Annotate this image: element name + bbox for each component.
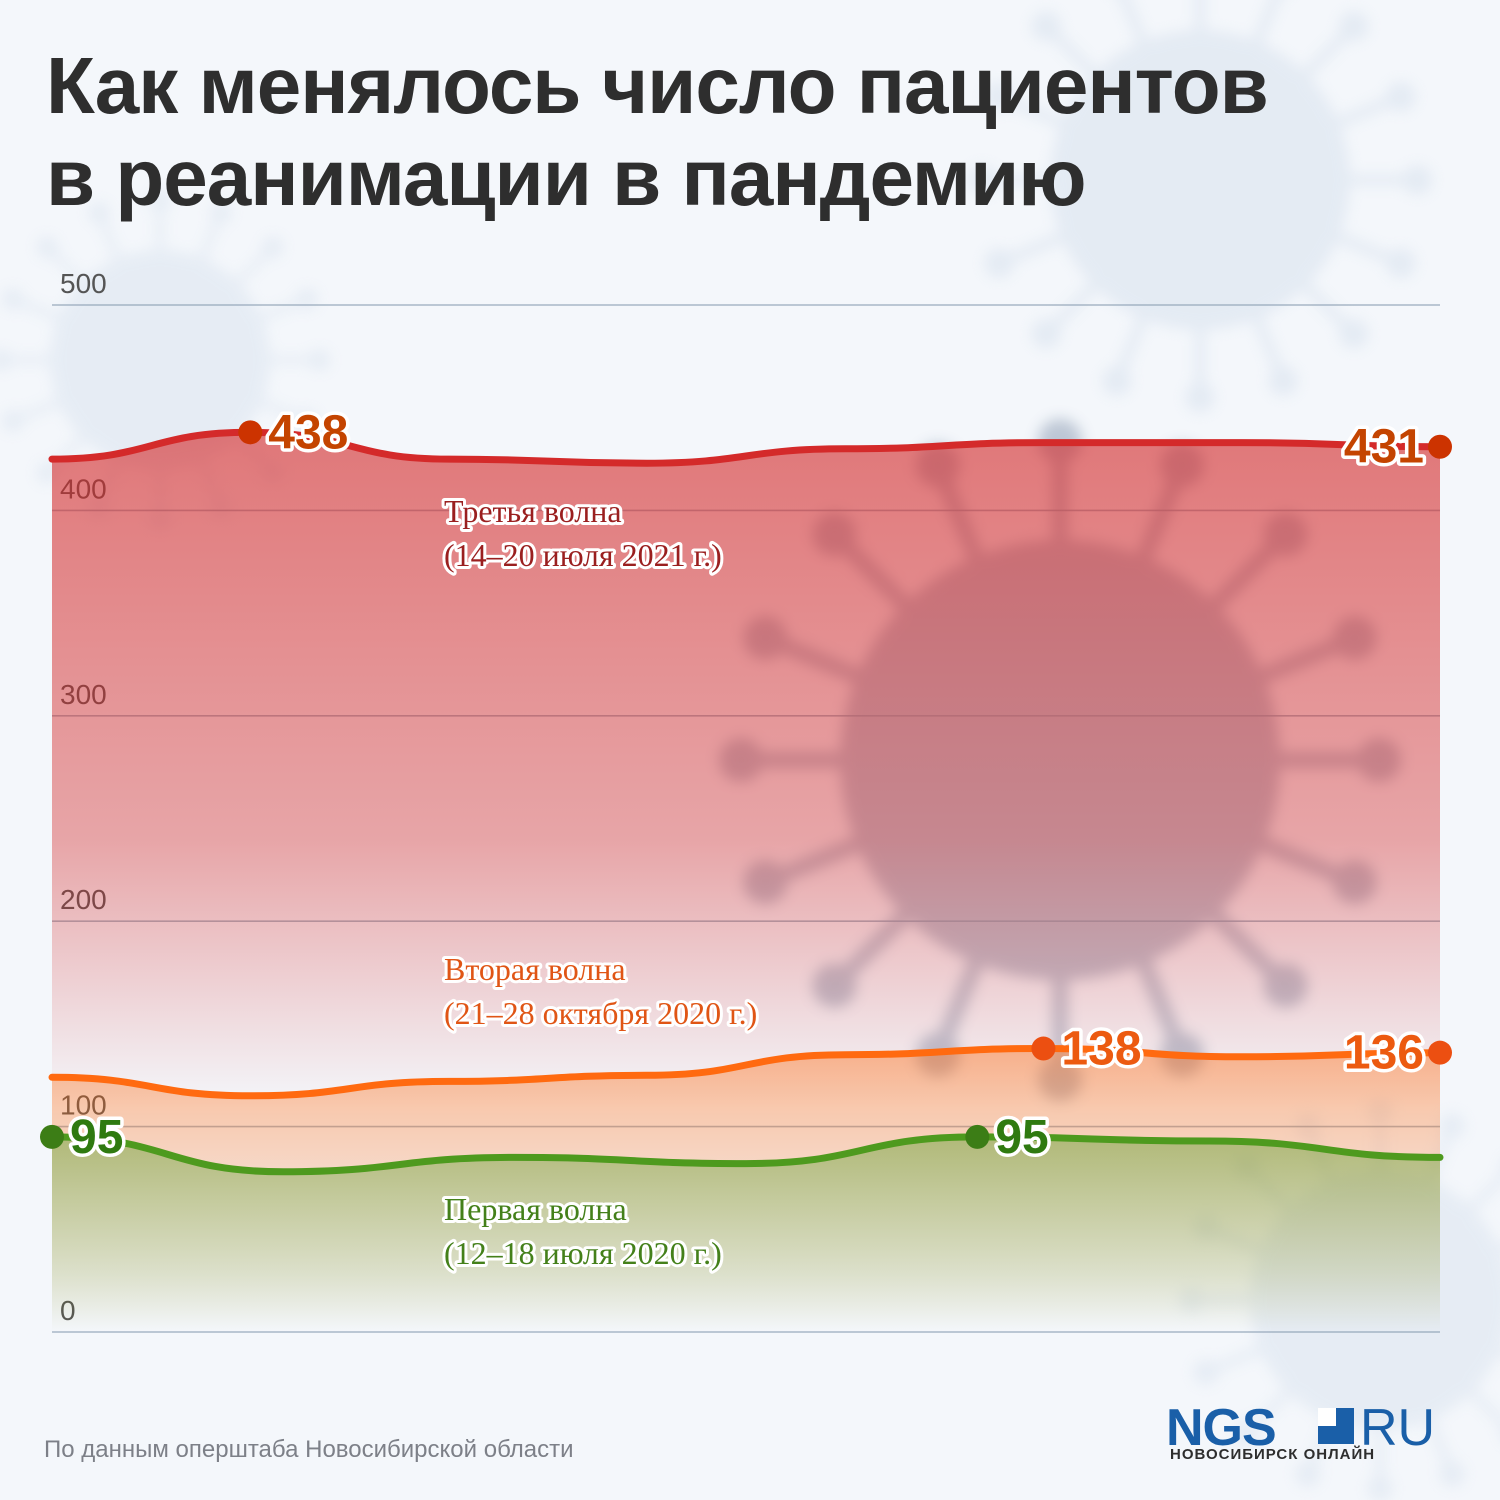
title-line-2: в реанимации в пандемию <box>46 133 1087 222</box>
data-label: 138 <box>1061 1023 1141 1076</box>
point-marker <box>1428 434 1452 459</box>
point-marker <box>1031 1036 1056 1061</box>
area-first <box>52 1136 1440 1332</box>
virus-shape-top <box>967 0 1433 413</box>
data-label: 431 <box>1344 421 1424 474</box>
logo-subtitle: НОВОСИБИРСК ОНЛАЙН <box>1170 1446 1376 1463</box>
point-marker <box>40 1124 64 1149</box>
point-marker <box>965 1124 990 1149</box>
series-label-first: Первая волна (12–18 июля 2020 г.) <box>441 1188 725 1274</box>
series-label-second: Вторая волна (21–28 октября 2020 г.) <box>441 948 760 1034</box>
series-label-title: Третья волна <box>444 493 622 529</box>
series-label-title: Первая волна <box>444 1191 627 1227</box>
y-tick-label: 500 <box>60 268 107 299</box>
page-title: Как менялось число пациентов в реанимаци… <box>46 40 1269 224</box>
data-label: 438 <box>268 406 348 459</box>
data-label: 95 <box>995 1111 1048 1164</box>
title-line-1: Как менялось число пациентов <box>46 41 1269 130</box>
source-note: По данным оперштаба Новосибирской област… <box>44 1436 574 1463</box>
ngs-logo: NGS RU НОВОСИБИРСК ОНЛАЙН <box>1166 1400 1446 1470</box>
series-line-third <box>48 428 1444 467</box>
series-label-title: Вторая волна <box>444 951 626 987</box>
series-line-first <box>48 1133 1444 1176</box>
point-marker <box>238 420 263 445</box>
data-label: 136 <box>1344 1027 1424 1080</box>
series-label-third: Третья волна (14–20 июля 2021 г.) <box>441 490 725 576</box>
data-label: 95 <box>70 1111 123 1164</box>
series-line-second <box>48 1044 1444 1100</box>
logo-main-text: NGS <box>1166 1399 1277 1457</box>
series-label-dates: (14–20 июля 2021 г.) <box>444 537 722 573</box>
logo-tld-text: RU <box>1360 1399 1436 1457</box>
logo-square-icon <box>1318 1408 1354 1444</box>
series-label-dates: (21–28 октября 2020 г.) <box>444 995 757 1031</box>
series-label-dates: (12–18 июля 2020 г.) <box>444 1235 722 1271</box>
point-marker <box>1428 1040 1452 1065</box>
